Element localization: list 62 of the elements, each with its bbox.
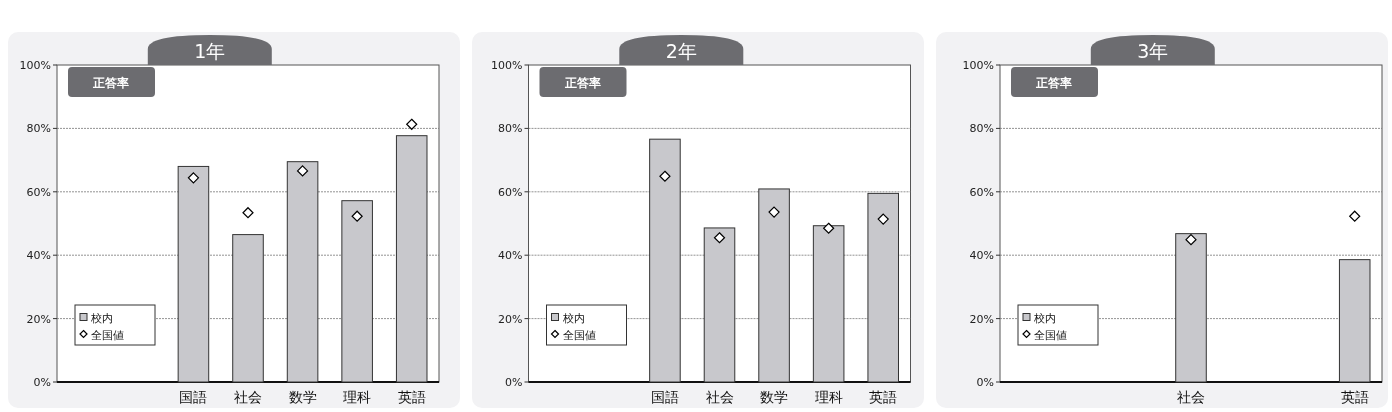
bar xyxy=(177,165,210,383)
annotation: 正答率 xyxy=(92,76,129,90)
y-tick-label: 40% xyxy=(969,249,994,263)
legend-label: 全国値 xyxy=(1034,328,1067,342)
point xyxy=(877,213,889,225)
x-tick-label: 国語 xyxy=(179,389,208,405)
chart-title: 1年 xyxy=(194,40,226,62)
bar xyxy=(649,138,681,383)
x-tick-label: 英語 xyxy=(1340,389,1369,405)
x-tick-label: 社会 xyxy=(234,389,262,405)
legend-label: 校内 xyxy=(1033,311,1056,325)
y-tick-label: 100% xyxy=(962,59,994,72)
chart-title: 3年 xyxy=(1137,40,1169,62)
chart-title: 2年 xyxy=(665,40,697,62)
x-tick-label: 英語 xyxy=(869,389,898,405)
y-tick-label: 0% xyxy=(505,376,523,389)
legend-label: 全国値 xyxy=(562,328,596,342)
y-tick-label: 60% xyxy=(969,185,994,199)
point xyxy=(768,206,780,218)
y-tick-label: 0% xyxy=(33,376,51,389)
point xyxy=(296,165,309,177)
legend-label: 全国値 xyxy=(91,328,124,342)
legend-label: 校内 xyxy=(561,311,585,325)
x-tick-label: 理科 xyxy=(343,389,372,405)
y-tick-label: 40% xyxy=(498,249,523,263)
x-tick-label: 社会 xyxy=(1177,389,1205,405)
y-tick-label: 60% xyxy=(26,185,51,199)
bar xyxy=(758,188,790,383)
bar xyxy=(232,234,264,383)
point xyxy=(187,172,200,184)
annotation: 正答率 xyxy=(563,76,601,90)
bar xyxy=(812,225,845,383)
point xyxy=(659,170,671,182)
point xyxy=(823,222,835,234)
y-tick-label: 0% xyxy=(976,376,994,389)
bar xyxy=(703,227,736,383)
x-tick-label: 理科 xyxy=(814,389,843,405)
y-tick-label: 20% xyxy=(498,312,523,326)
bar xyxy=(286,161,319,383)
legend-label: 校内 xyxy=(90,311,113,325)
x-tick-label: 数学 xyxy=(760,389,789,405)
point xyxy=(242,207,254,219)
y-tick-label: 80% xyxy=(969,122,994,136)
point xyxy=(406,118,418,130)
y-tick-label: 80% xyxy=(498,122,523,136)
y-tick-label: 100% xyxy=(491,59,523,72)
point xyxy=(713,232,726,244)
x-tick-label: 社会 xyxy=(705,389,734,405)
annotation: 正答率 xyxy=(1035,76,1072,90)
y-tick-label: 40% xyxy=(26,249,51,263)
bar xyxy=(341,200,373,383)
y-tick-label: 20% xyxy=(26,312,51,326)
x-tick-label: 英語 xyxy=(397,389,426,405)
x-tick-label: 数学 xyxy=(288,389,317,405)
y-tick-label: 80% xyxy=(26,122,51,136)
bar xyxy=(867,192,899,383)
y-tick-label: 20% xyxy=(969,312,994,326)
y-tick-label: 60% xyxy=(498,185,523,199)
point xyxy=(351,210,363,222)
x-tick-label: 国語 xyxy=(650,389,679,405)
bar xyxy=(395,135,428,383)
y-tick-label: 100% xyxy=(19,59,51,72)
